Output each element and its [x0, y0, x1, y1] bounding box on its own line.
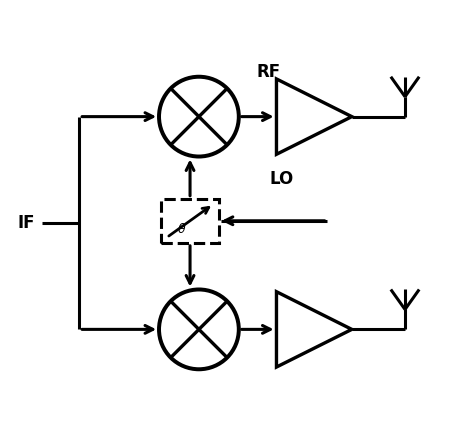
Text: RF: RF: [257, 63, 281, 81]
Text: LO: LO: [270, 169, 294, 188]
Text: $\theta$: $\theta$: [177, 222, 187, 236]
Text: IF: IF: [17, 214, 35, 232]
Bar: [161, 198, 219, 243]
